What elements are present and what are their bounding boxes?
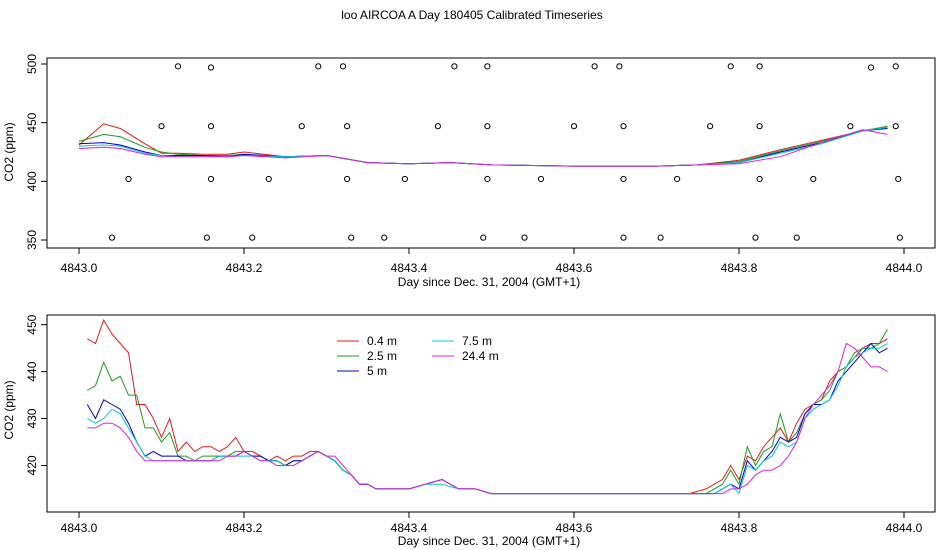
data-point	[657, 234, 664, 241]
bottom-plot-frame	[46, 314, 936, 513]
series-line-24-4-m	[78, 129, 888, 167]
top-x-axis-label: Day since Dec. 31, 2004 (GMT+1)	[398, 275, 580, 289]
data-point	[847, 123, 854, 130]
x-tick-label: 4843.0	[61, 261, 98, 275]
data-point	[434, 123, 441, 130]
data-point	[315, 63, 322, 70]
top-y-axis-label: CO2 (ppm)	[2, 122, 16, 181]
bottom-x-axis-label: Day since Dec. 31, 2004 (GMT+1)	[398, 534, 580, 548]
x-tick-label: 4843.8	[721, 261, 758, 275]
data-point	[381, 234, 388, 241]
data-point	[344, 123, 351, 130]
data-point	[484, 175, 491, 183]
y-tick-label: 440	[25, 361, 39, 381]
data-point	[537, 175, 545, 183]
y-tick-label: 450	[25, 112, 39, 132]
series-line-2-5-m	[78, 125, 888, 167]
data-point	[484, 63, 491, 70]
data-point	[174, 63, 182, 70]
data-point	[620, 175, 627, 183]
bottom-panel: 4843.0 4843.2 4843.4 4843.6 4843.8 4844.0 420 4…	[2, 314, 936, 548]
data-point	[793, 234, 800, 241]
legend-label: 24.4 m	[462, 349, 499, 363]
legend-label: 5 m	[367, 364, 387, 378]
data-point	[895, 175, 902, 183]
data-point	[348, 234, 355, 241]
data-point	[249, 234, 256, 241]
x-tick-label: 4843.2	[226, 521, 263, 535]
legend-label: 2.5 m	[367, 349, 397, 363]
y-tick-label: 500	[25, 54, 39, 74]
data-point	[401, 175, 408, 183]
bottom-y-axis-label: CO2 (ppm)	[2, 380, 16, 439]
x-tick-label: 4844.0	[886, 261, 923, 275]
data-point	[810, 175, 817, 183]
series-line-5-m	[78, 128, 888, 167]
data-point	[674, 175, 681, 183]
data-point	[521, 234, 528, 241]
data-point	[892, 123, 899, 130]
data-point	[339, 63, 347, 70]
legend-label: 0.4 m	[367, 334, 397, 348]
series-line-7-5-m	[78, 126, 888, 167]
data-point	[298, 123, 305, 130]
top-panel: 4843.0 4843.2 4843.4 4843.6 4843.8 4844.0 350 4…	[2, 54, 936, 289]
series-line-24-4-m	[87, 342, 888, 495]
data-point	[620, 123, 627, 130]
data-point	[756, 175, 763, 183]
legend-label: 7.5 m	[462, 334, 492, 348]
data-point	[207, 64, 215, 71]
x-tick-label: 4843.4	[391, 261, 428, 275]
data-point	[752, 234, 759, 241]
data-point	[620, 234, 627, 241]
data-point	[125, 175, 132, 183]
data-point	[484, 123, 491, 130]
data-point	[616, 63, 623, 70]
x-tick-label: 4843.4	[391, 521, 428, 535]
y-tick-label: 350	[25, 230, 39, 250]
legend: 0.4 m2.5 m5 m 7.5 m24.4 m	[337, 334, 499, 378]
data-point	[591, 63, 598, 70]
data-point	[108, 234, 116, 241]
y-tick-label: 400	[25, 171, 39, 191]
data-point	[756, 63, 763, 70]
data-point	[451, 63, 458, 70]
x-tick-label: 4843.0	[61, 521, 98, 535]
data-point	[756, 123, 763, 130]
data-point	[207, 123, 215, 130]
y-tick-label: 450	[25, 314, 39, 334]
data-point	[707, 123, 714, 130]
data-point	[867, 64, 875, 71]
data-point	[892, 63, 899, 70]
series-line-5-m	[86, 342, 888, 495]
data-point	[896, 234, 903, 241]
y-tick-label: 430	[25, 408, 39, 428]
series-line-0-4-m	[78, 123, 888, 167]
chart-title: loo AIRCOA A Day 180405 Calibrated Times…	[341, 8, 602, 22]
data-point	[480, 234, 487, 241]
top-plot-frame	[46, 57, 936, 249]
x-tick-label: 4843.6	[556, 521, 593, 535]
data-point	[727, 63, 734, 70]
x-tick-label: 4844.0	[886, 521, 923, 535]
y-tick-label: 420	[25, 455, 39, 475]
data-point	[158, 123, 165, 130]
series-line-7-5-m	[87, 343, 888, 495]
x-tick-label: 4843.2	[226, 261, 263, 275]
data-point	[570, 123, 578, 130]
data-point	[203, 234, 210, 241]
x-tick-label: 4843.6	[556, 261, 593, 275]
data-point	[265, 175, 272, 183]
data-point	[344, 175, 351, 183]
data-point	[207, 175, 215, 183]
x-tick-label: 4843.8	[721, 521, 758, 535]
